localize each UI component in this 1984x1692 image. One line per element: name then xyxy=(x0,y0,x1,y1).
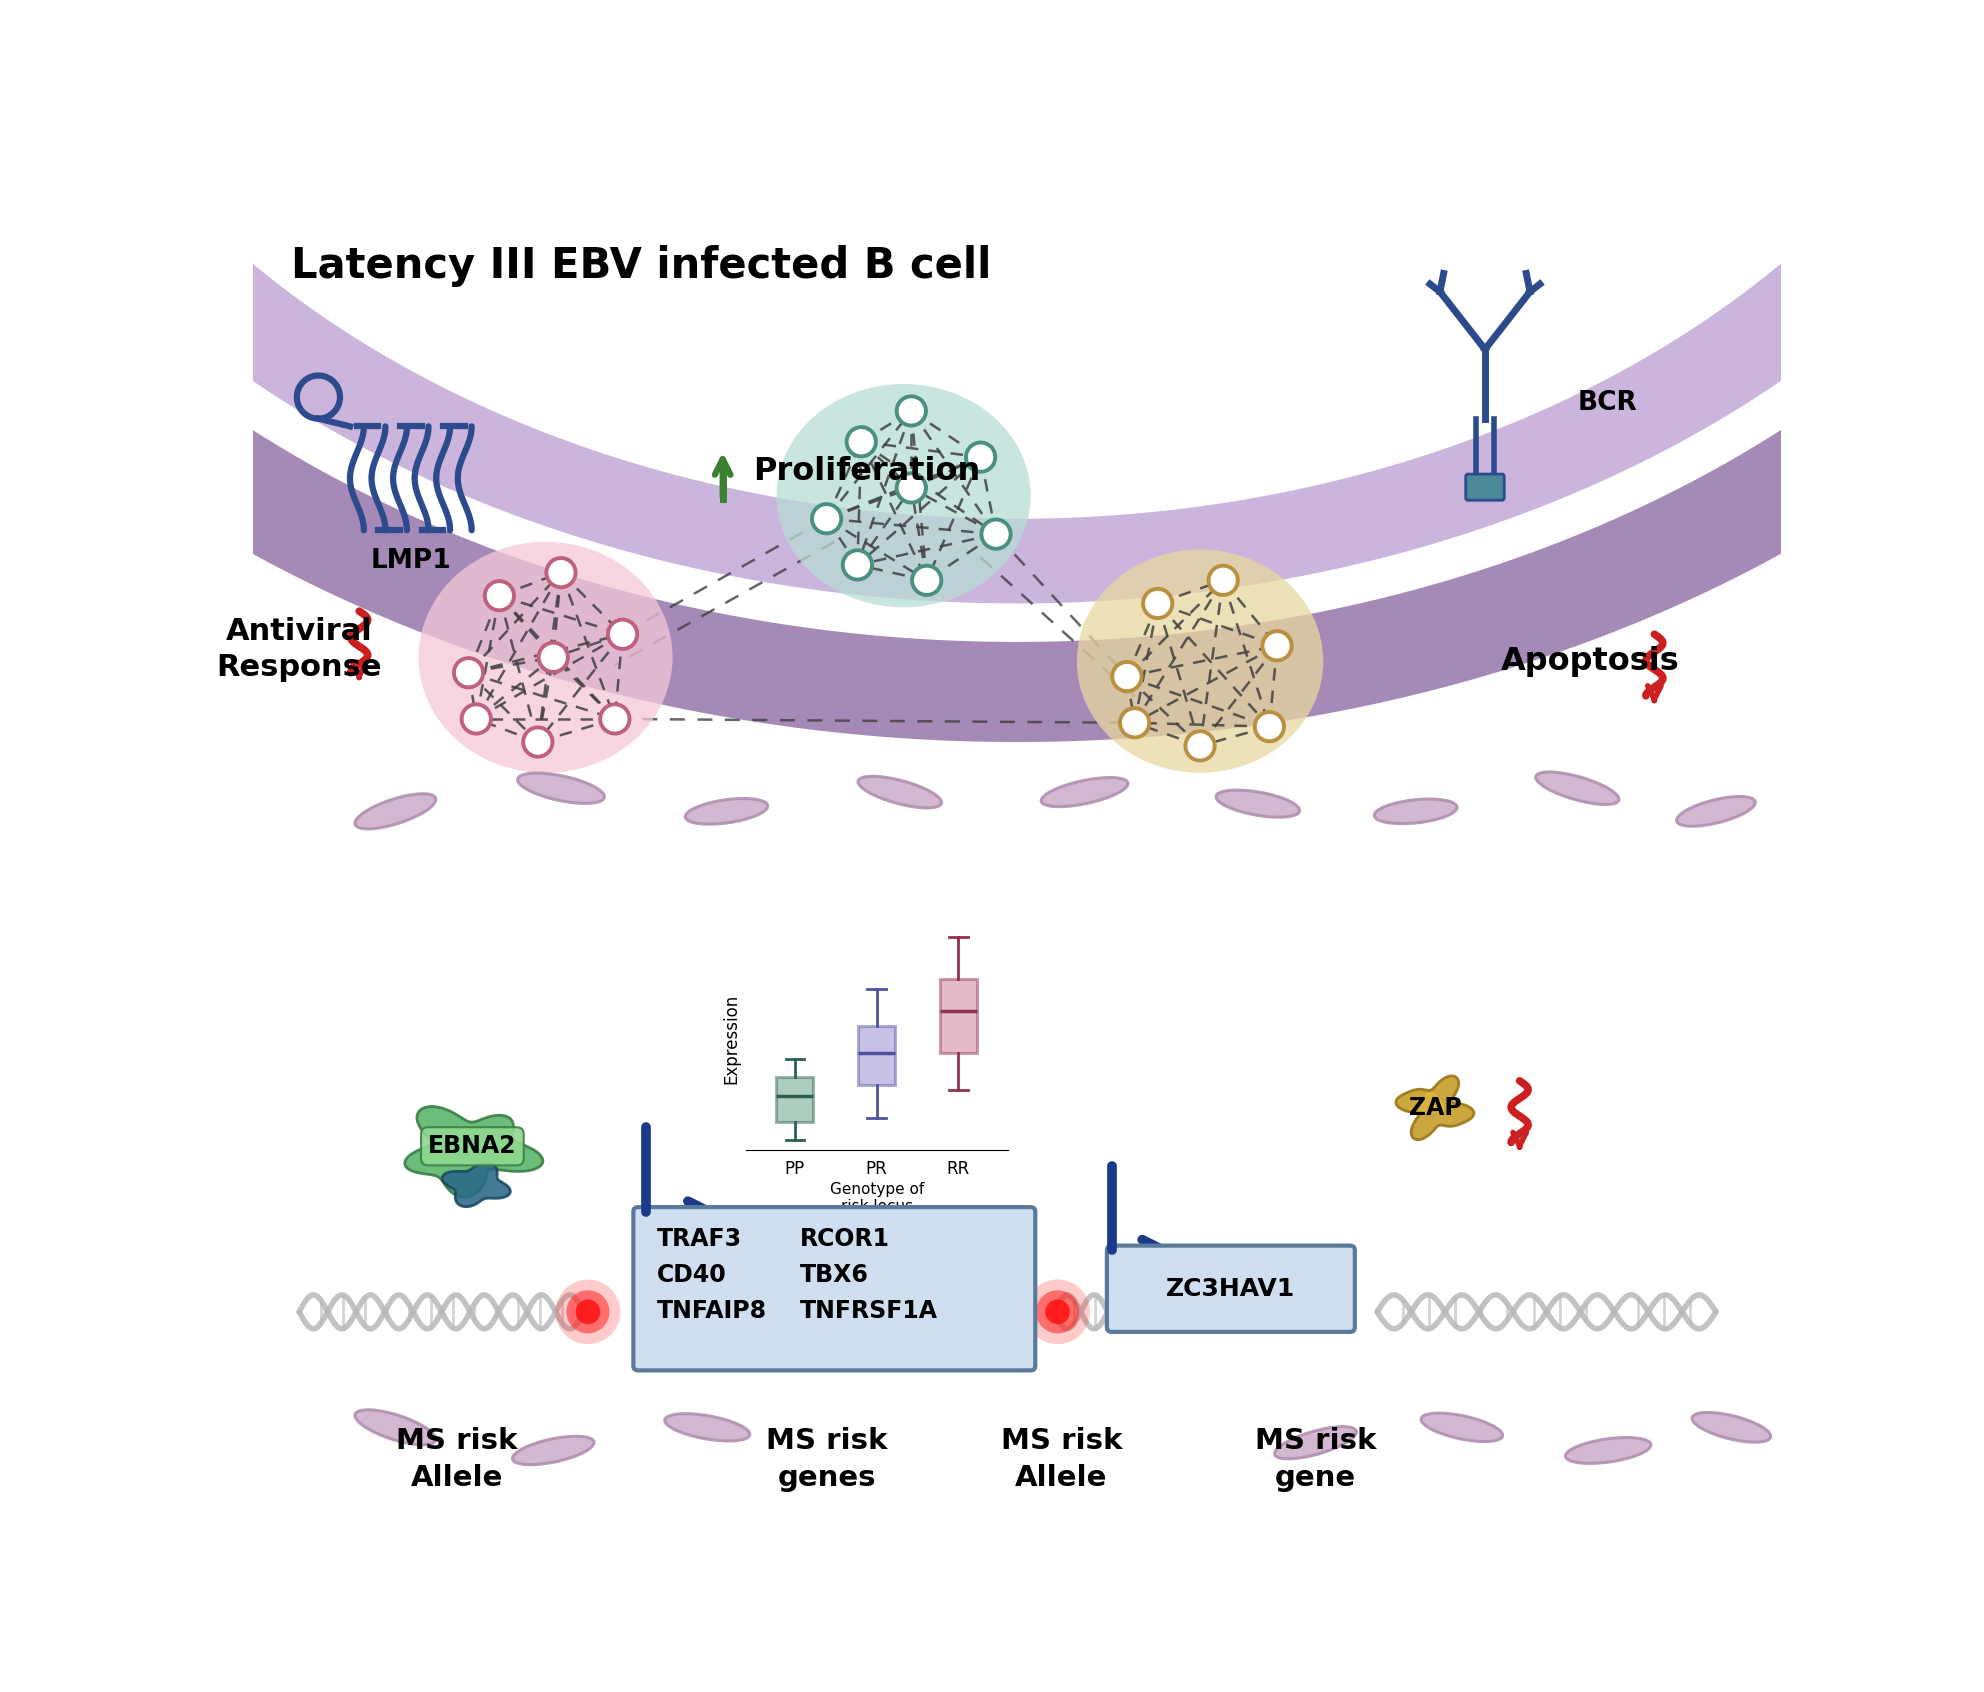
Circle shape xyxy=(1036,1291,1079,1333)
Polygon shape xyxy=(442,1162,510,1206)
Circle shape xyxy=(538,643,567,672)
Ellipse shape xyxy=(419,541,673,773)
Text: ZAP: ZAP xyxy=(1409,1096,1462,1120)
Ellipse shape xyxy=(857,777,942,807)
Circle shape xyxy=(484,580,514,611)
Text: Proliferation: Proliferation xyxy=(754,455,980,487)
Text: ZC3HAV1: ZC3HAV1 xyxy=(1167,1277,1296,1301)
Circle shape xyxy=(1208,565,1238,596)
Ellipse shape xyxy=(665,1415,750,1442)
Ellipse shape xyxy=(1565,1438,1651,1464)
Ellipse shape xyxy=(1692,1413,1770,1442)
Ellipse shape xyxy=(512,1437,593,1465)
Ellipse shape xyxy=(1042,778,1129,807)
Circle shape xyxy=(913,565,940,596)
Ellipse shape xyxy=(684,799,768,824)
Circle shape xyxy=(565,1291,609,1333)
Polygon shape xyxy=(440,1127,474,1154)
Text: CD40: CD40 xyxy=(657,1262,726,1288)
Circle shape xyxy=(454,658,484,687)
Circle shape xyxy=(897,474,927,503)
Text: Antiviral
Response: Antiviral Response xyxy=(216,618,381,682)
Text: TNFRSF1A: TNFRSF1A xyxy=(800,1299,938,1323)
Circle shape xyxy=(1026,1279,1089,1343)
Circle shape xyxy=(601,704,629,734)
Circle shape xyxy=(1046,1299,1069,1325)
Polygon shape xyxy=(0,0,1984,604)
Circle shape xyxy=(575,1299,601,1325)
Circle shape xyxy=(462,704,490,734)
Ellipse shape xyxy=(1421,1413,1502,1442)
Text: MS risk
gene: MS risk gene xyxy=(1254,1428,1377,1492)
FancyBboxPatch shape xyxy=(1107,1245,1355,1332)
Circle shape xyxy=(1121,709,1149,738)
Ellipse shape xyxy=(1375,799,1456,824)
Text: MS risk
Allele: MS risk Allele xyxy=(1000,1428,1123,1492)
Ellipse shape xyxy=(355,1409,436,1445)
Circle shape xyxy=(982,519,1010,548)
Circle shape xyxy=(811,504,841,533)
Text: EBNA2: EBNA2 xyxy=(429,1134,516,1159)
Ellipse shape xyxy=(1676,797,1756,826)
Text: RCOR1: RCOR1 xyxy=(800,1227,889,1250)
Circle shape xyxy=(524,728,552,756)
Text: Latency III EBV infected B cell: Latency III EBV infected B cell xyxy=(292,245,992,288)
Circle shape xyxy=(1262,631,1292,660)
FancyBboxPatch shape xyxy=(633,1206,1036,1371)
Ellipse shape xyxy=(1216,790,1300,817)
Ellipse shape xyxy=(355,794,436,829)
Circle shape xyxy=(897,396,927,426)
Text: Apoptosis: Apoptosis xyxy=(1500,646,1678,677)
Circle shape xyxy=(966,443,996,472)
Text: BCR: BCR xyxy=(1577,391,1637,416)
Circle shape xyxy=(556,1279,621,1343)
Circle shape xyxy=(1143,589,1173,618)
Circle shape xyxy=(1113,662,1141,692)
Circle shape xyxy=(843,550,873,580)
Ellipse shape xyxy=(1077,550,1323,773)
Circle shape xyxy=(847,426,875,457)
Circle shape xyxy=(546,558,575,587)
Ellipse shape xyxy=(1276,1426,1357,1459)
Circle shape xyxy=(1254,712,1284,741)
Circle shape xyxy=(607,619,637,648)
Ellipse shape xyxy=(1536,772,1619,804)
Text: LMP1: LMP1 xyxy=(371,548,450,574)
Polygon shape xyxy=(1397,1076,1474,1140)
FancyBboxPatch shape xyxy=(1466,474,1504,501)
Polygon shape xyxy=(0,0,1984,743)
Polygon shape xyxy=(405,1107,544,1196)
Text: TNFAIP8: TNFAIP8 xyxy=(657,1299,768,1323)
Text: TRAF3: TRAF3 xyxy=(657,1227,742,1250)
Text: TBX6: TBX6 xyxy=(800,1262,869,1288)
Circle shape xyxy=(1184,731,1214,760)
Ellipse shape xyxy=(518,773,605,804)
Ellipse shape xyxy=(776,384,1030,607)
Text: MS risk
Allele: MS risk Allele xyxy=(397,1428,518,1492)
Text: MS risk
genes: MS risk genes xyxy=(766,1428,887,1492)
Polygon shape xyxy=(1419,1093,1444,1112)
